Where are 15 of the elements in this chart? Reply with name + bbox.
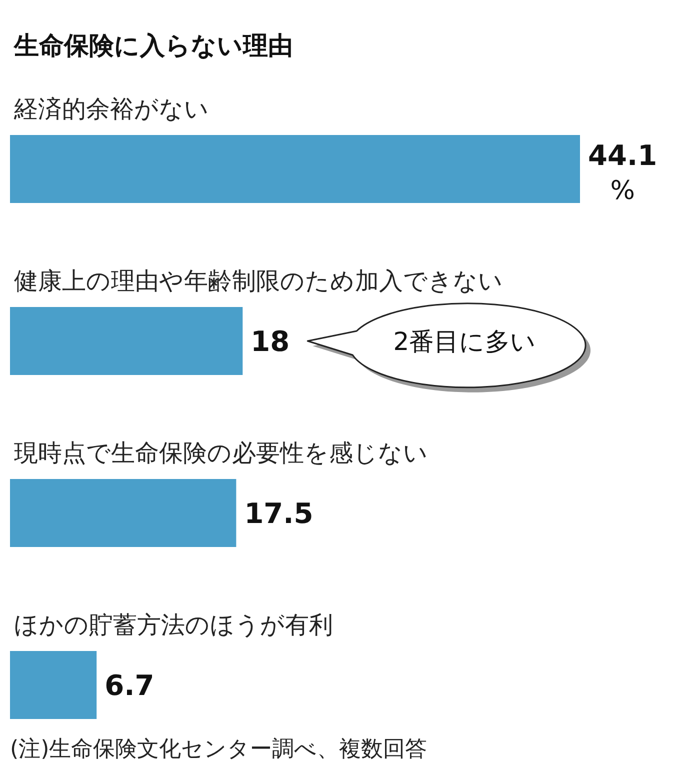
data-label: 17.5: [244, 497, 314, 530]
bar: [10, 479, 236, 547]
data-label: 44.1 %: [588, 139, 658, 206]
bar: [10, 135, 580, 203]
data-label: 6.7: [104, 669, 154, 702]
data-label: 18: [250, 325, 290, 358]
y-tick-label: 健康上の理由や年齢制限のため加入できない: [14, 267, 503, 295]
y-tick-label: 現時点で生命保険の必要性を感じない: [14, 439, 428, 467]
y-tick-label: ほかの貯蓄方法のほうが有利: [14, 611, 333, 639]
bar: [10, 651, 97, 719]
annotation: 2番目に多い: [393, 327, 536, 356]
chart-title: 生命保険に入らない理由: [13, 31, 293, 60]
y-tick-label: 経済的余裕がない: [13, 95, 209, 123]
text: (注)生命保険文化センター調べ、複数回答: [10, 737, 428, 762]
bar: [10, 307, 243, 375]
